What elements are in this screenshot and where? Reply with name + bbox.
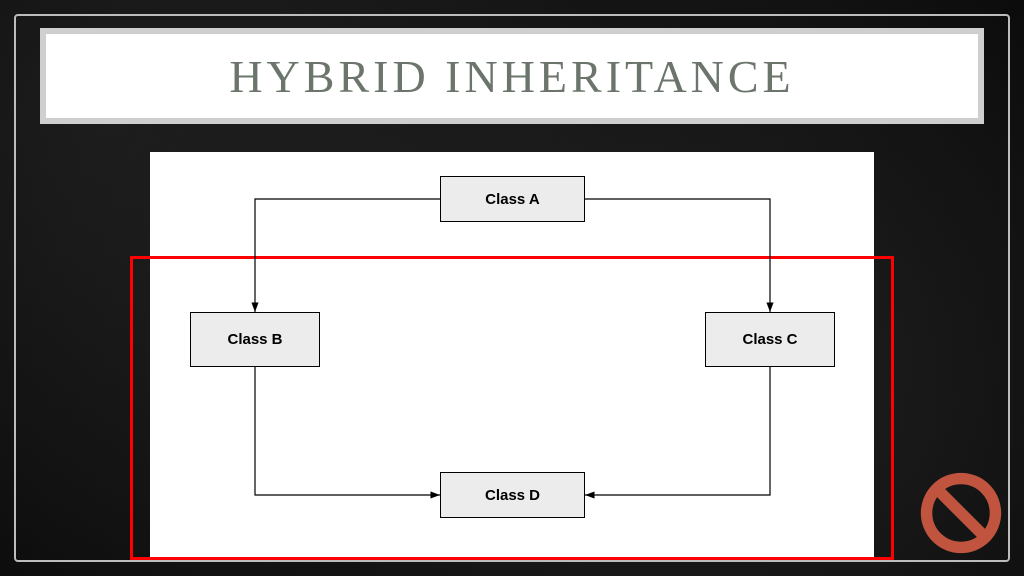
diagram-panel: Class A Class B Class C Class D (150, 152, 874, 560)
node-label: Class B (227, 331, 282, 348)
prohibit-icon (920, 472, 1002, 554)
node-label: Class C (742, 331, 797, 348)
class-node-a: Class A (440, 176, 585, 222)
node-label: Class A (485, 191, 539, 208)
class-node-b: Class B (190, 312, 320, 367)
page-title: HYBRID INHERITANCE (229, 50, 794, 103)
class-node-c: Class C (705, 312, 835, 367)
node-label: Class D (485, 487, 540, 504)
title-box: HYBRID INHERITANCE (40, 28, 984, 124)
class-node-d: Class D (440, 472, 585, 518)
